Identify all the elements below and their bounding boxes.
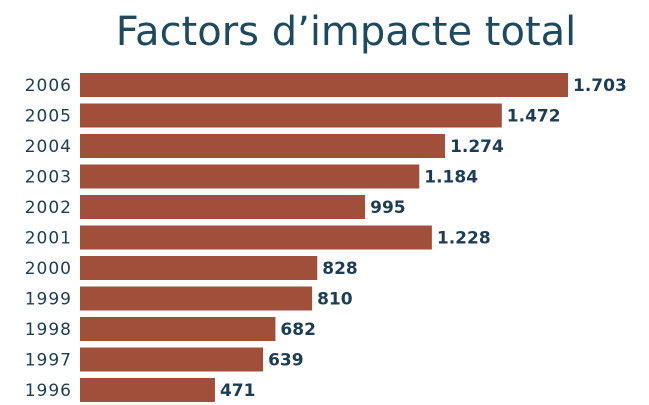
value-label: 682 <box>280 320 316 340</box>
bar <box>80 286 313 311</box>
bar <box>80 195 366 219</box>
y-tick-label: 2004 <box>25 137 72 157</box>
value-label: 995 <box>370 198 406 218</box>
bar <box>80 164 420 189</box>
y-tick-label: 2000 <box>25 259 72 279</box>
y-tick-label: 2006 <box>25 76 72 96</box>
y-tick-label: 2002 <box>25 198 72 218</box>
value-label: 639 <box>268 351 304 371</box>
y-tick-label: 1999 <box>25 290 72 310</box>
bar <box>80 73 568 97</box>
value-label: 1.184 <box>424 168 478 188</box>
bar <box>80 317 276 341</box>
y-tick-label: 2003 <box>25 168 72 188</box>
bar <box>80 378 215 402</box>
y-tick-label: 1996 <box>25 381 72 401</box>
value-label: 1.274 <box>450 137 504 157</box>
value-label: 828 <box>322 259 358 279</box>
bar <box>80 256 318 280</box>
bar <box>80 225 432 250</box>
chart-title: Factors d’impacte total <box>116 9 577 55</box>
value-label: 1.703 <box>573 76 627 96</box>
bar <box>80 103 502 128</box>
value-label: 1.228 <box>437 229 491 249</box>
y-tick-label: 2005 <box>25 107 72 127</box>
value-label: 1.472 <box>507 107 561 127</box>
bar <box>80 134 446 158</box>
bar <box>80 347 264 372</box>
y-tick-label: 1998 <box>25 320 72 340</box>
y-tick-label: 1997 <box>25 351 72 371</box>
value-label: 471 <box>220 381 256 401</box>
y-tick-label: 2001 <box>25 229 72 249</box>
value-label: 810 <box>317 290 353 310</box>
